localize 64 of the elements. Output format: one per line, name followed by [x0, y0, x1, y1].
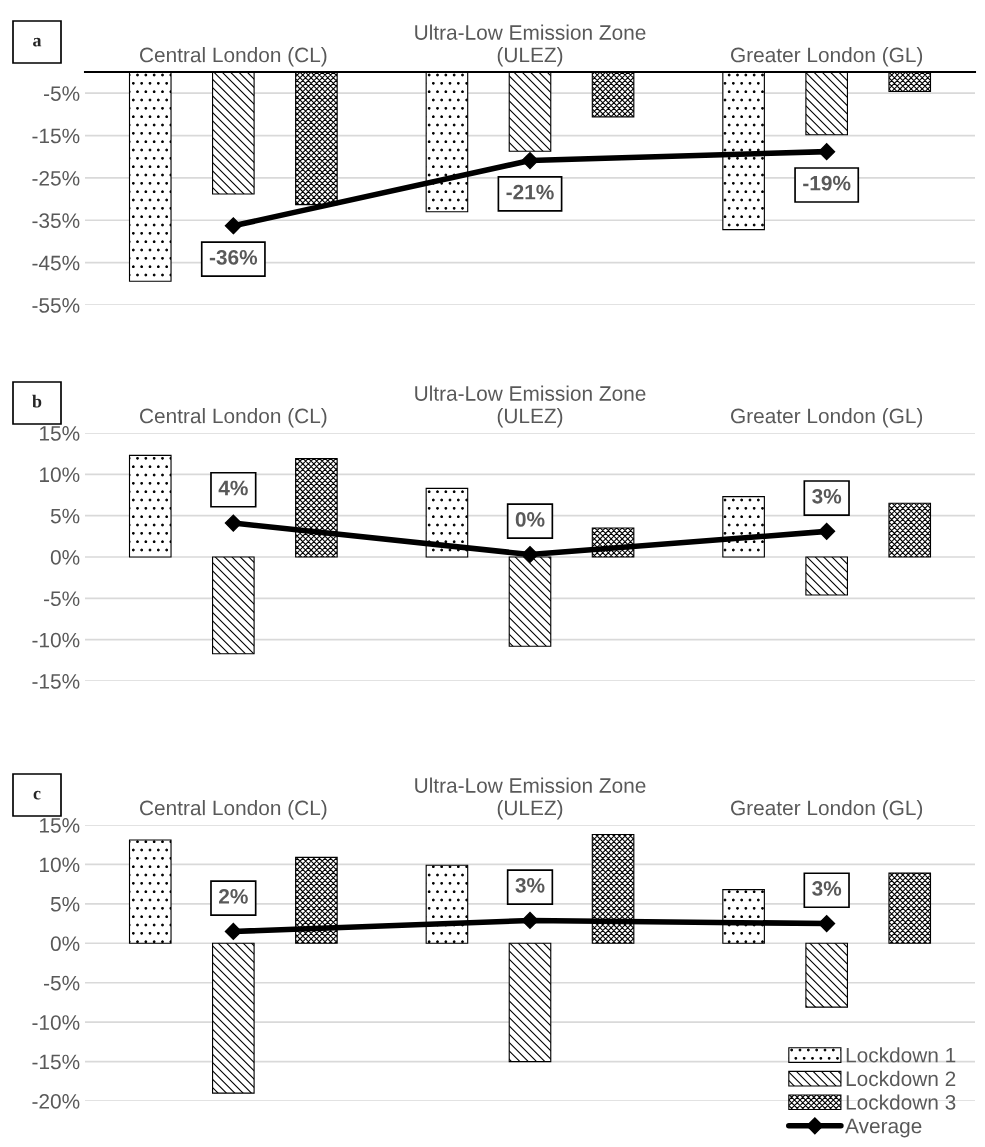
legend-label: Lockdown 3 — [846, 1094, 956, 1110]
y-tick-label: -5% — [44, 591, 80, 607]
bar — [212, 556, 255, 655]
x-tick-label: Central London (CL) — [140, 800, 327, 820]
text: a — [33, 37, 42, 47]
bar — [508, 942, 552, 1063]
point — [224, 922, 242, 941]
x-tick-label: Ultra-Low Emission Zone (ULEZ) — [415, 777, 646, 820]
legend-label: Average — [845, 1118, 922, 1138]
y-tick-label: -55% — [32, 298, 80, 313]
bar — [888, 872, 932, 944]
point — [818, 143, 836, 161]
bar — [805, 556, 848, 596]
y-tick-label: 5% — [50, 896, 80, 912]
y-tick-label: 5% — [50, 508, 80, 524]
text: c — [33, 790, 41, 800]
y-tick-label: -35% — [32, 213, 80, 229]
data-label: 3% — [812, 488, 842, 504]
point — [818, 522, 836, 540]
x-tick-label: Greater London (GL) — [731, 800, 923, 820]
y-tick-label: 10% — [40, 857, 80, 873]
point — [818, 915, 836, 933]
legend-label: Lockdown 1 — [846, 1047, 956, 1063]
data-label: -19% — [803, 175, 851, 191]
y-tick-label: 15% — [40, 818, 80, 833]
y-tick-label: -20% — [32, 1094, 80, 1109]
point — [521, 545, 539, 564]
x-tick-label: Greater London (GL) — [731, 408, 923, 428]
y-tick-label: -15% — [32, 1054, 80, 1070]
y-tick-label: 0% — [50, 936, 80, 952]
point — [224, 217, 242, 235]
legend-label: Lockdown 2 — [846, 1070, 956, 1087]
x-tick-label: Central London (CL) — [140, 47, 327, 67]
x-tick-label: Ultra-Low Emission Zone (ULEZ) — [415, 385, 646, 428]
data-label: 4% — [218, 480, 248, 496]
data-label: 3% — [812, 881, 842, 896]
bar — [888, 502, 932, 558]
x-tick-label: Ultra-Low Emission Zone (ULEZ) — [415, 24, 646, 67]
bar — [805, 942, 848, 1008]
data-label: 2% — [219, 888, 248, 904]
data-label: 3% — [515, 877, 545, 893]
x-tick-label: Greater London (GL) — [731, 47, 923, 67]
point — [224, 514, 242, 532]
bar — [212, 942, 255, 1094]
y-tick-label: -10% — [32, 1015, 80, 1030]
bar — [128, 839, 172, 944]
y-tick-label: -5% — [44, 975, 80, 991]
data-label: -36% — [209, 249, 258, 265]
y-tick-label: 10% — [40, 467, 80, 483]
y-tick-label: -15% — [32, 674, 80, 689]
y-tick-label: -10% — [32, 632, 80, 648]
data-label: -21% — [506, 184, 554, 200]
y-tick-label: -45% — [32, 255, 80, 271]
y-tick-label: -25% — [32, 170, 80, 186]
text: b — [32, 394, 42, 408]
x-tick-label: Central London (CL) — [140, 408, 327, 428]
y-tick-label: -15% — [32, 128, 80, 144]
y-tick-label: 15% — [40, 426, 80, 441]
bar — [128, 454, 172, 558]
data-label: 0% — [515, 512, 545, 527]
point — [521, 911, 539, 929]
point — [521, 151, 539, 170]
y-tick-label: -5% — [44, 86, 80, 101]
y-tick-label: 0% — [50, 550, 80, 565]
